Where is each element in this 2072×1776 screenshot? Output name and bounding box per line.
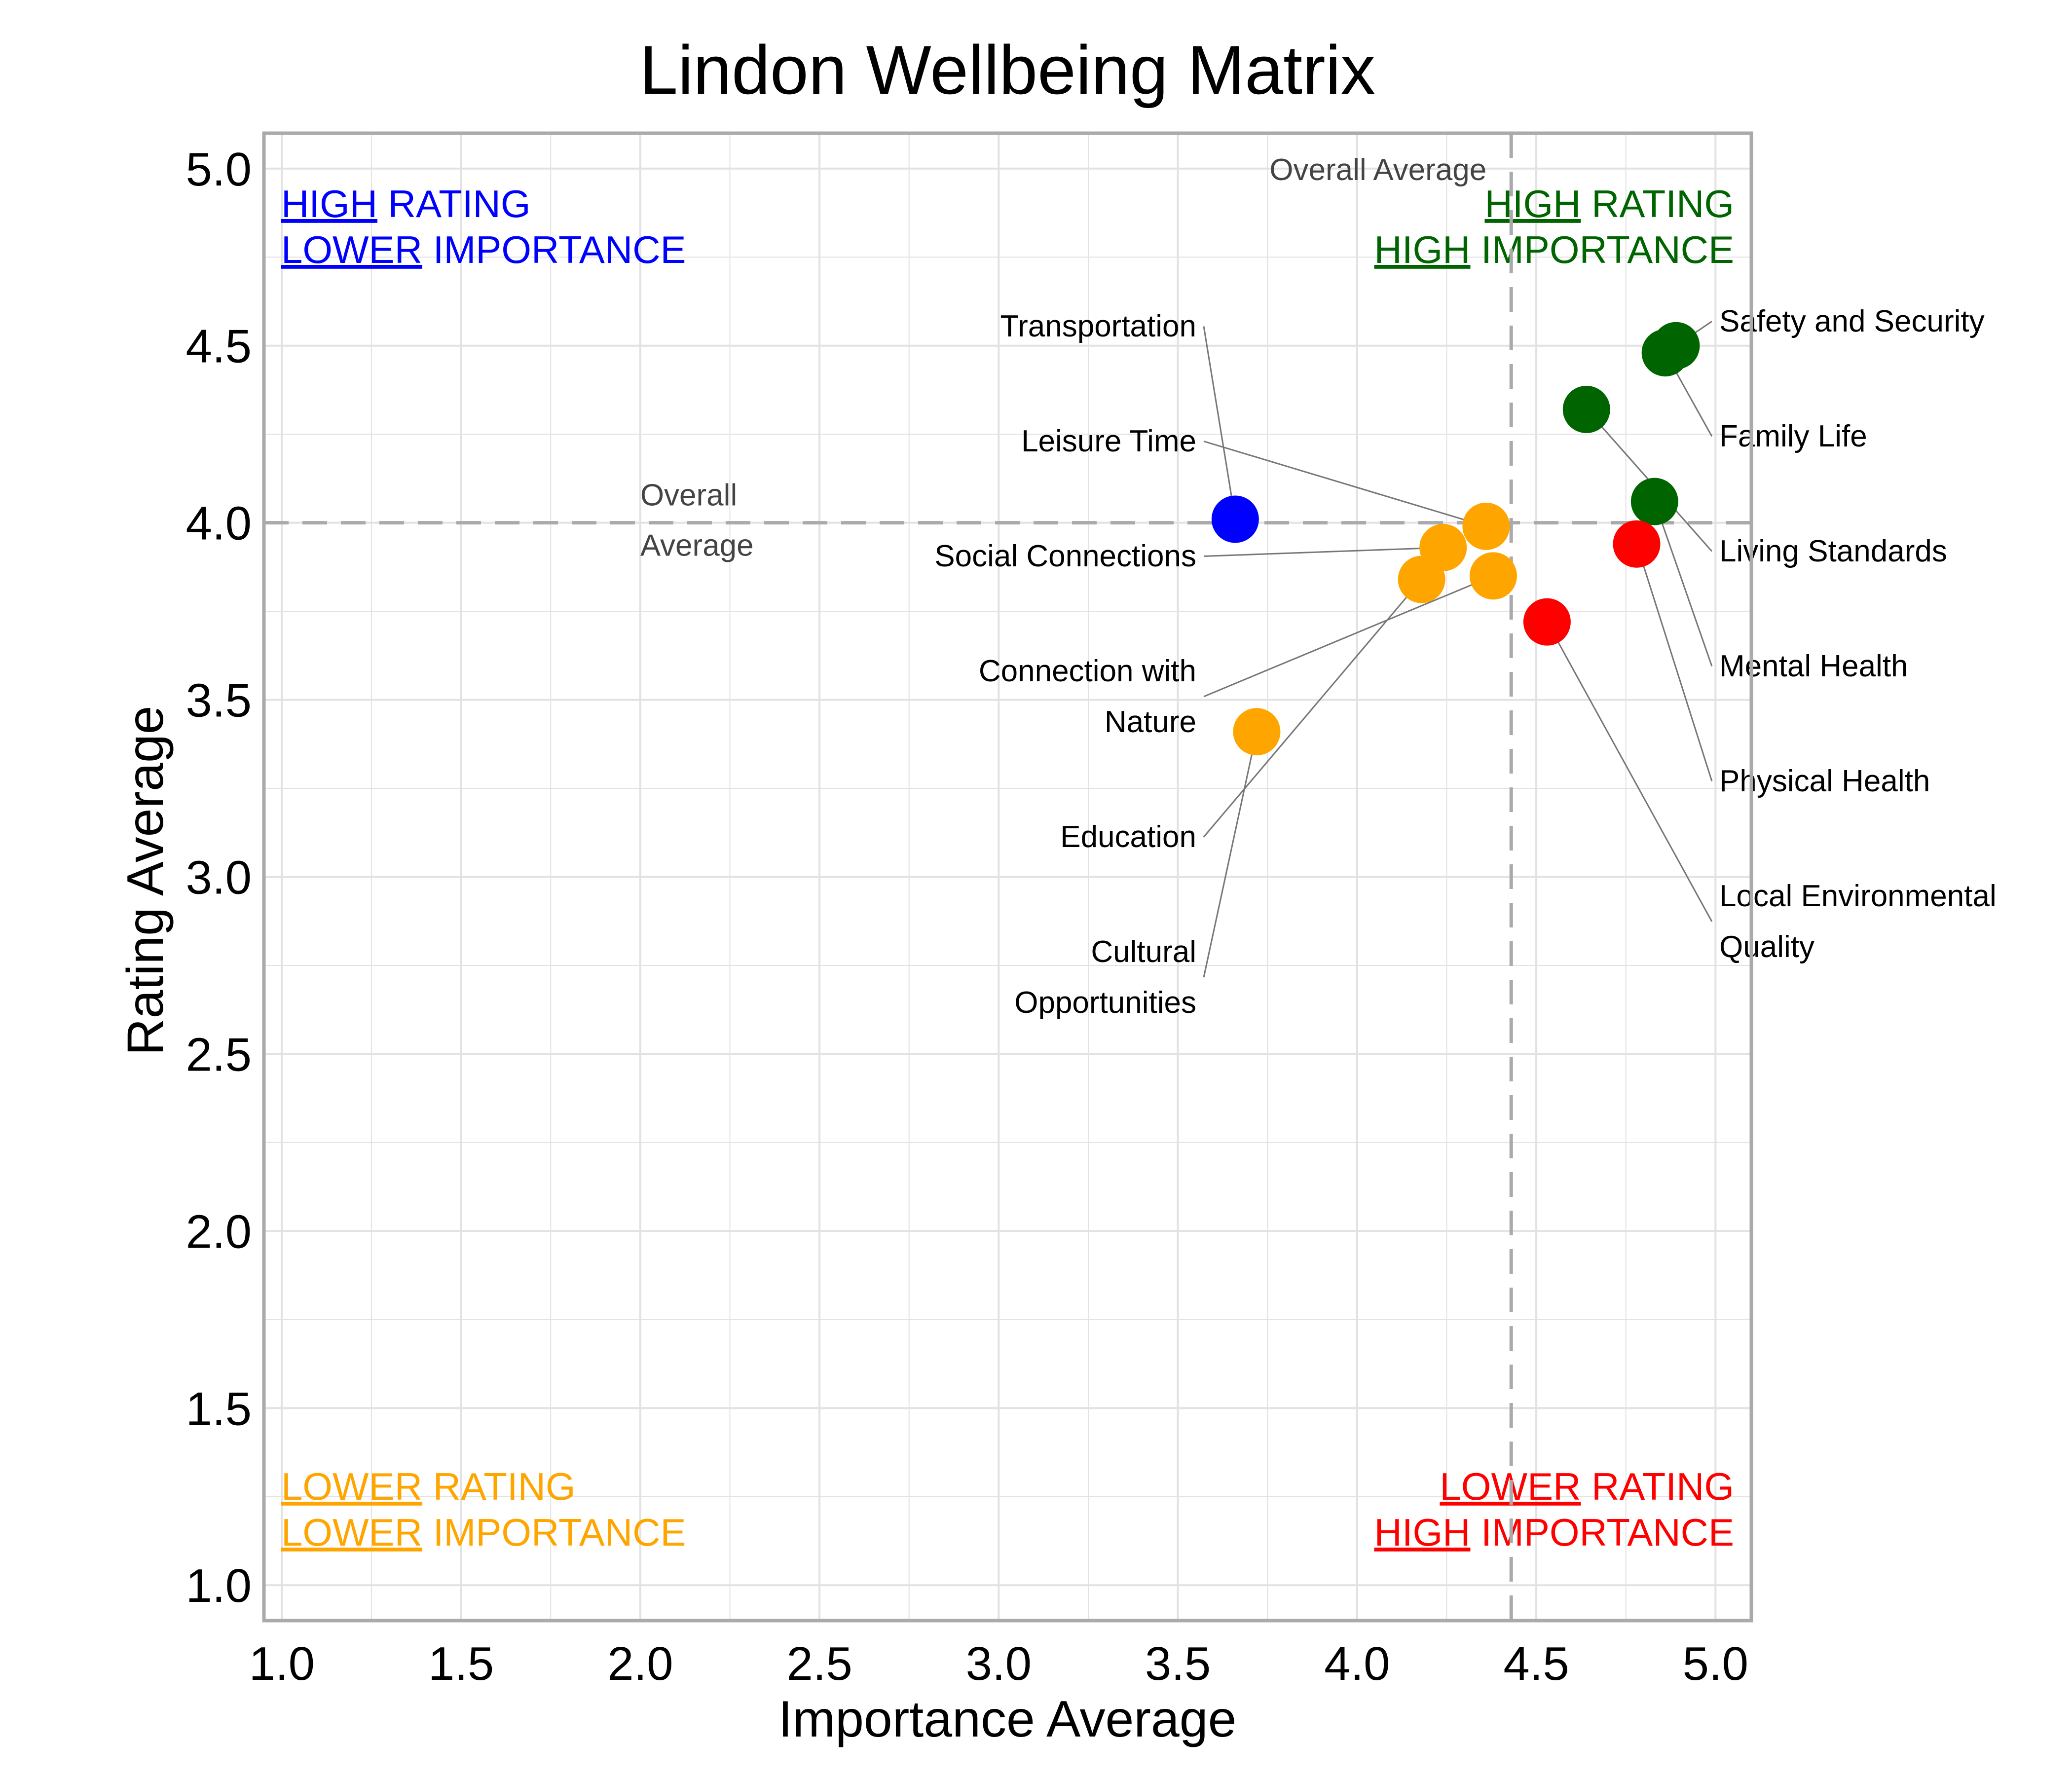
overall-average-horizontal-label: Average — [640, 529, 754, 563]
quadrant-label-rest: IMPORTANCE — [1471, 228, 1735, 271]
x-tick-label: 3.0 — [966, 1637, 1032, 1690]
x-tick-label: 3.5 — [1145, 1637, 1211, 1690]
connector-social-connections — [1203, 547, 1422, 557]
point-labels: Transportation Leisure Time Social Connect… — [934, 304, 1997, 1020]
y-tick-label: 4.0 — [186, 497, 252, 550]
point-mental-health — [1630, 478, 1678, 525]
quadrant-label-rest: RATING — [1581, 1465, 1734, 1508]
quadrant-label-top-left: HIGH RATING — [281, 182, 531, 225]
y-tick-label: 3.5 — [186, 674, 252, 727]
quadrant-label-bottom-right: LOWER RATING — [1440, 1465, 1734, 1508]
overall-average-horizontal-label: Overall — [640, 479, 737, 513]
y-tick-label: 2.0 — [186, 1205, 252, 1258]
label-education: Education — [1060, 820, 1196, 854]
data-points — [1211, 322, 1700, 756]
x-axis-title: Importance Average — [778, 1691, 1237, 1748]
label-transportation: Transportation — [1000, 309, 1196, 343]
overall-average-vertical-label: Overall Average — [1269, 153, 1486, 187]
y-tick-label: 4.5 — [186, 320, 252, 373]
quadrant-label-bottom-left: LOWER RATING — [281, 1465, 576, 1508]
x-tick-label: 2.5 — [786, 1637, 852, 1690]
connector-family-life — [1675, 371, 1713, 437]
quadrant-label-underlined: LOWER — [281, 1465, 422, 1508]
quadrant-label-rest: IMPORTANCE — [1471, 1511, 1735, 1554]
plot-frame — [262, 131, 1753, 1623]
quadrant-label-underlined: HIGH — [1374, 228, 1471, 271]
label-connection-with-nature: Connection with — [979, 654, 1196, 688]
connector-education — [1203, 595, 1408, 838]
label-local-environmental-quality: Local Environmental — [1719, 879, 1997, 913]
y-tick-label: 3.0 — [186, 851, 252, 904]
point-education — [1398, 555, 1445, 603]
quadrant-label-underlined: HIGH — [1374, 1511, 1471, 1554]
label-local-environmental-quality: Quality — [1719, 930, 1814, 964]
point-living-standards — [1562, 385, 1610, 433]
quadrant-label-bottom-right: HIGH IMPORTANCE — [1374, 1511, 1735, 1554]
chart-title: Lindon Wellbeing Matrix — [639, 31, 1375, 109]
connector-mental-health — [1661, 521, 1713, 666]
quadrant-label-rest: RATING — [1581, 182, 1734, 225]
quadrant-label-top-right: HIGH IMPORTANCE — [1374, 228, 1735, 271]
connector-local-environmental-quality — [1556, 640, 1713, 922]
label-cultural-opportunities: Cultural — [1091, 935, 1196, 969]
label-family-life: Family Life — [1719, 419, 1867, 453]
connector-physical-health — [1642, 564, 1713, 781]
x-tick-label: 1.5 — [428, 1637, 494, 1690]
quadrant-label-rest: IMPORTANCE — [422, 228, 686, 271]
quadrant-label-underlined: LOWER — [281, 228, 422, 271]
x-tick-label: 4.0 — [1324, 1637, 1390, 1690]
label-cultural-opportunities: Opportunities — [1014, 986, 1196, 1020]
x-tick-label: 4.5 — [1503, 1637, 1569, 1690]
label-leisure-time: Leisure Time — [1021, 424, 1196, 458]
y-axis-title: Rating Average — [117, 705, 174, 1055]
quadrant-label-top-left: LOWER IMPORTANCE — [281, 228, 686, 271]
y-tick-label: 1.0 — [186, 1559, 252, 1612]
label-mental-health: Mental Health — [1719, 649, 1908, 683]
axis-ticks: 1.0 1.5 2.0 2.5 3.0 3.5 4.0 4.5 5.0 1.0 1.5 2.0 2.5 3… — [186, 143, 1749, 1690]
label-safety-and-security: Safety and Security — [1719, 304, 1985, 338]
point-connection-with-nature — [1469, 552, 1517, 600]
point-family-life — [1641, 329, 1689, 377]
quadrant-label-top-right: HIGH RATING — [1484, 182, 1734, 225]
point-physical-health — [1613, 520, 1661, 568]
y-tick-label: 1.5 — [186, 1382, 252, 1435]
x-tick-label: 2.0 — [607, 1637, 673, 1690]
label-physical-health: Physical Health — [1719, 764, 1930, 798]
point-leisure-time — [1462, 502, 1510, 550]
label-living-standards: Living Standards — [1719, 534, 1947, 568]
quadrant-label-bottom-left: LOWER IMPORTANCE — [281, 1511, 686, 1554]
point-cultural-opportunities — [1233, 708, 1281, 756]
label-social-connections: Social Connections — [934, 539, 1196, 573]
quadrant-label-rest: RATING — [422, 1465, 576, 1508]
x-tick-label: 5.0 — [1683, 1637, 1748, 1690]
connector-safety-and-security — [1694, 321, 1712, 334]
connector-cultural-opportunities — [1203, 752, 1253, 978]
quadrant-label-rest: IMPORTANCE — [422, 1511, 686, 1554]
quadrant-label-underlined: LOWER — [281, 1511, 422, 1554]
x-tick-label: 1.0 — [249, 1637, 315, 1690]
connector-leisure-time — [1203, 441, 1466, 521]
y-tick-label: 2.5 — [186, 1028, 252, 1081]
connector-connection-with-nature — [1203, 583, 1474, 698]
connector-transportation — [1203, 326, 1233, 498]
point-local-environmental-quality — [1523, 598, 1571, 646]
quadrant-label-underlined: HIGH — [1484, 182, 1581, 225]
point-transportation — [1211, 495, 1259, 543]
quadrant-label-rest: RATING — [377, 182, 531, 225]
label-connection-with-nature: Nature — [1105, 705, 1196, 739]
y-tick-label: 5.0 — [186, 143, 252, 196]
quadrant-label-underlined: HIGH — [281, 182, 377, 225]
